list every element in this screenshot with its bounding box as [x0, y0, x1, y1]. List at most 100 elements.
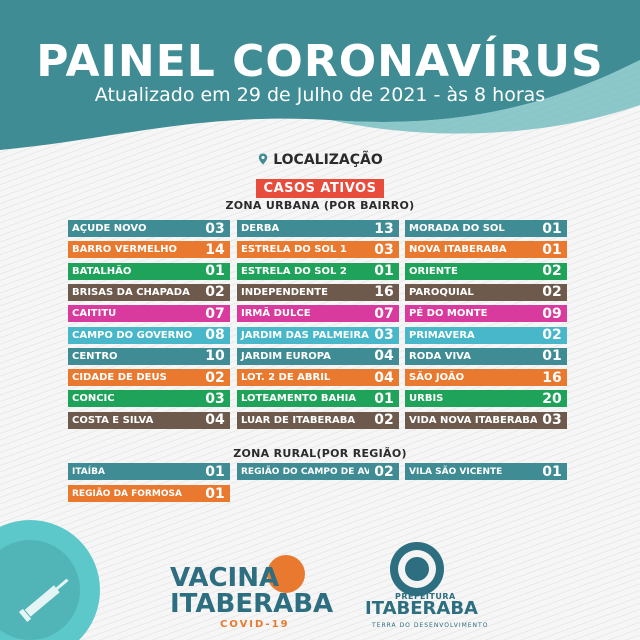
bairro-row: LOTEAMENTO BAHIA 01 [237, 390, 399, 408]
bairro-name: LUAR DE ITABERABA [241, 414, 356, 426]
regiao-name: ITAÍBA [72, 466, 105, 477]
regiao-name: VILA SÃO VICENTE [409, 466, 503, 477]
bairro-name: IRMÃ DULCE [241, 308, 311, 320]
bairro-count: 16 [542, 369, 562, 386]
bairro-count: 08 [205, 327, 225, 343]
location-text: LOCALIZAÇÃO [273, 152, 383, 168]
bairro-name: COSTA E SILVA [72, 414, 154, 426]
bairro-count: 04 [374, 369, 394, 386]
bairro-name: JARDIM DAS PALMEIRAS [241, 329, 369, 341]
regiao-name: REGIÃO DO CAMPO DE AVIÃO [241, 466, 369, 477]
bairro-name: MORADA DO SOL [409, 223, 505, 234]
regiao-row: REGIÃO DA FORMOSA 01 [68, 485, 230, 502]
bairro-name: BATALHÃO [72, 265, 132, 277]
bairro-row: CONCIC 03 [68, 390, 230, 408]
bairro-name: CENTRO [72, 350, 118, 362]
bairro-row: URBIS 20 [405, 390, 567, 408]
bairro-count: 01 [542, 241, 562, 258]
bairro-name: INDEPENDENTE [241, 286, 328, 298]
bairro-name: LOTEAMENTO BAHIA [241, 393, 357, 405]
bairro-row: SÃO JOÃO 16 [405, 369, 567, 387]
regiao-count: 01 [205, 463, 225, 480]
bairro-name: RODA VIVA [409, 350, 471, 362]
bairro-name: PRIMAVERA [409, 329, 475, 341]
regiao-count: 01 [542, 463, 562, 480]
bairro-row: MORADA DO SOL 01 [405, 220, 567, 237]
bairro-count: 02 [542, 263, 562, 280]
bairro-count: 03 [374, 241, 394, 258]
bairro-count: 02 [542, 327, 562, 343]
bairro-count: 07 [205, 305, 225, 322]
bairro-row: VIDA NOVA ITABERABA 03 [405, 411, 567, 429]
location-pin-icon [259, 153, 268, 165]
bairro-row: BARRO VERMELHO 14 [68, 241, 230, 259]
bairro-count: 03 [374, 327, 394, 343]
syringe-icon [18, 578, 69, 623]
bairro-row: CAMPO DO GOVERNO 08 [68, 326, 230, 344]
bairro-count: 01 [542, 348, 562, 365]
bairro-name: AÇUDE NOVO [72, 223, 147, 234]
bairro-row: LOT. 2 DE ABRIL 04 [237, 369, 399, 387]
bairro-name: CIDADE DE DEUS [72, 372, 167, 384]
bairro-count: 02 [542, 284, 562, 301]
bairro-row: LUAR DE ITABERABA 02 [237, 411, 399, 429]
bairro-name: BARRO VERMELHO [72, 244, 178, 256]
bairro-row: BATALHÃO 01 [68, 262, 230, 280]
bairro-count: 14 [205, 241, 225, 258]
regiao-name: REGIÃO DA FORMOSA [72, 488, 182, 499]
bairro-name: VIDA NOVA ITABERABA [409, 414, 537, 426]
bairro-count: 01 [542, 220, 562, 237]
zona-urbana-title: ZONA URBANA (POR BAIRRO) [225, 199, 415, 212]
bairro-row: PRIMAVERA 02 [405, 326, 567, 344]
bairro-row: CIDADE DE DEUS 02 [68, 369, 230, 387]
bairro-row: PAROQUIAL 02 [405, 283, 567, 301]
bairro-name: DERBA [241, 223, 280, 234]
bairro-row: BRISAS DA CHAPADA 02 [68, 283, 230, 301]
bairro-count: 03 [542, 412, 562, 429]
zona-rural-title: ZONA RURAL(POR REGIÃO) [233, 447, 407, 460]
bairro-row: ESTRELA DO SOL 1 03 [237, 241, 399, 259]
bairro-name: ESTRELA DO SOL 1 [241, 244, 347, 256]
bairro-count: 10 [205, 348, 225, 365]
bairro-row: JARDIM DAS PALMEIRAS 03 [237, 326, 399, 344]
bairro-name: URBIS [409, 393, 444, 405]
header-wave-background [0, 0, 640, 150]
bairro-name: SÃO JOÃO [409, 372, 465, 384]
bairro-name: CONCIC [72, 393, 115, 405]
bairro-count: 13 [374, 220, 394, 237]
update-subtitle: Atualizado em 29 de Julho de 2021 - às 8… [94, 84, 546, 106]
bairro-row: INDEPENDENTE 16 [237, 283, 399, 301]
bairro-name: ORIENTE [409, 265, 458, 277]
bairro-row: IRMÃ DULCE 07 [237, 305, 399, 323]
bairro-count: 01 [205, 263, 225, 280]
bairro-count: 04 [205, 412, 225, 429]
bairro-count: 02 [374, 412, 394, 429]
prefeitura-label: PREFEITURA [395, 592, 456, 601]
regiao-row: REGIÃO DO CAMPO DE AVIÃO 02 [237, 463, 399, 480]
regiao-count: 02 [374, 463, 394, 480]
vacina-logo-dot-icon [267, 555, 305, 593]
bairro-row: CAITITU 07 [68, 305, 230, 323]
bairro-count: 20 [542, 390, 562, 407]
vacina-logo-line1: VACINA [170, 563, 280, 593]
city-seal-icon [390, 542, 444, 596]
bairro-name: PÉ DO MONTE [409, 308, 488, 320]
bairro-row: NOVA ITABERABA 01 [405, 241, 567, 259]
bairro-count: 04 [374, 348, 394, 365]
bairro-count: 07 [374, 305, 394, 322]
vacina-logo-covid: COVID-19 [220, 619, 290, 630]
bairro-row: COSTA E SILVA 04 [68, 411, 230, 429]
page-title: PAINEL CORONAVÍRUS [36, 36, 604, 87]
bairro-count: 02 [205, 369, 225, 386]
bairro-row: RODA VIVA 01 [405, 347, 567, 365]
bairro-row: ESTRELA DO SOL 2 01 [237, 262, 399, 280]
bairro-name: ESTRELA DO SOL 2 [241, 265, 347, 277]
casos-ativos-badge: CASOS ATIVOS [255, 179, 385, 198]
location-label: LOCALIZAÇÃO [0, 152, 640, 168]
bairro-name: LOT. 2 DE ABRIL [241, 372, 331, 384]
bairro-count: 09 [542, 305, 562, 322]
bairro-row: ORIENTE 02 [405, 262, 567, 280]
bairro-count: 16 [374, 284, 394, 301]
bairro-row: AÇUDE NOVO 03 [68, 220, 230, 237]
regiao-row: ITAÍBA 01 [68, 463, 230, 480]
